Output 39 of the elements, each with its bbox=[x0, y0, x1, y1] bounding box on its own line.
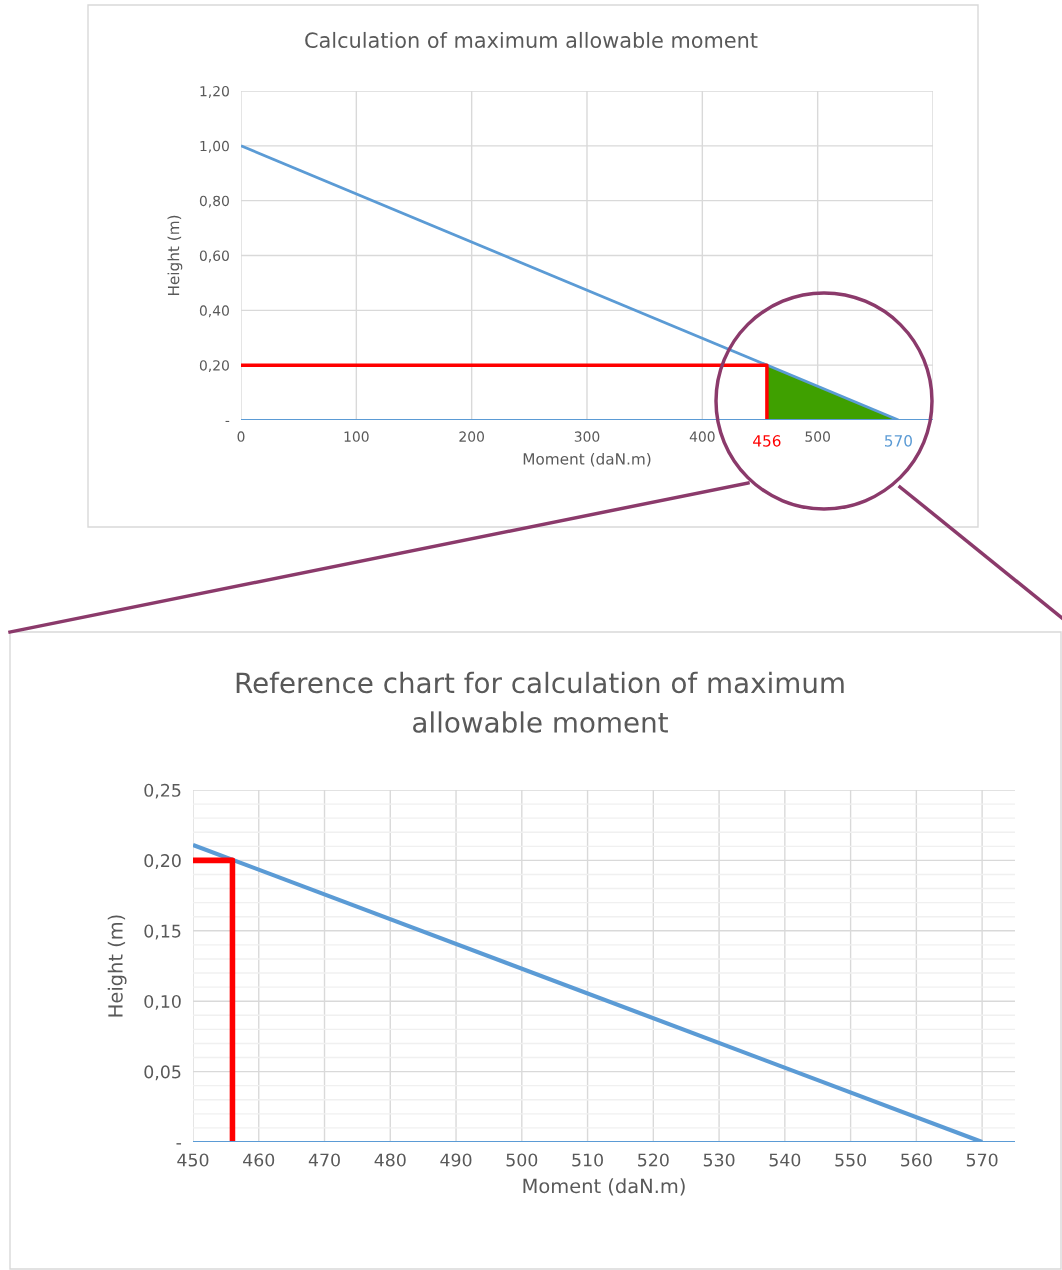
y-tick-label: - bbox=[225, 420, 230, 423]
y-tick-label: 0,40 bbox=[199, 305, 229, 318]
x-tick-label: 550 bbox=[835, 1153, 867, 1167]
x-tick-label: 400 bbox=[689, 431, 715, 442]
x-tick-label: 540 bbox=[769, 1153, 801, 1167]
x-tick-label: 570 bbox=[966, 1153, 998, 1167]
x-axis-title: Moment (daN.m) bbox=[523, 452, 651, 467]
y-tick-label: 0,60 bbox=[199, 250, 229, 263]
x-tick-label: 0 bbox=[237, 431, 245, 442]
y-axis-title: Height (m) bbox=[167, 215, 183, 296]
y-tick-label: 0,05 bbox=[144, 1065, 181, 1081]
x-tick-label: 470 bbox=[308, 1153, 340, 1167]
chart-title: Calculation of maximum allowable moment bbox=[305, 31, 758, 49]
y-tick-label: 0,25 bbox=[144, 783, 181, 799]
y-tick-label: 0,20 bbox=[144, 854, 181, 870]
x-tick-label: 300 bbox=[574, 431, 600, 442]
y-axis-title: Height (m) bbox=[107, 915, 127, 1017]
y-tick-label: 0,80 bbox=[199, 195, 229, 208]
x-tick-label: 200 bbox=[459, 431, 484, 442]
y-tick-label: 0,15 bbox=[144, 924, 181, 940]
y-tick-label: 1,20 bbox=[200, 85, 229, 98]
x-tick-label: 460 bbox=[243, 1153, 275, 1167]
x-tick-label: 450 bbox=[177, 1153, 209, 1167]
x-tick-label: 510 bbox=[572, 1153, 603, 1167]
x-tick-label: 530 bbox=[703, 1153, 735, 1167]
x-tick-label: 480 bbox=[374, 1153, 406, 1167]
y-tick-label: 0,20 bbox=[199, 360, 229, 373]
chart-title: Reference chart for calculation of maximum allowable moment bbox=[236, 671, 844, 733]
y-tick-label: 1,00 bbox=[200, 140, 229, 153]
x-tick-label: 560 bbox=[901, 1153, 932, 1167]
x-tick-label: 100 bbox=[344, 431, 369, 442]
annotation: 456 bbox=[753, 435, 781, 447]
x-tick-label: 520 bbox=[638, 1153, 669, 1167]
y-tick-label: - bbox=[176, 1143, 182, 1145]
x-tick-label: 490 bbox=[440, 1153, 472, 1167]
y-tick-label: 0,10 bbox=[144, 994, 181, 1010]
x-tick-label: 500 bbox=[506, 1153, 538, 1167]
x-tick-label: 500 bbox=[805, 431, 830, 442]
x-axis-title: Moment (daN.m) bbox=[523, 1178, 685, 1196]
